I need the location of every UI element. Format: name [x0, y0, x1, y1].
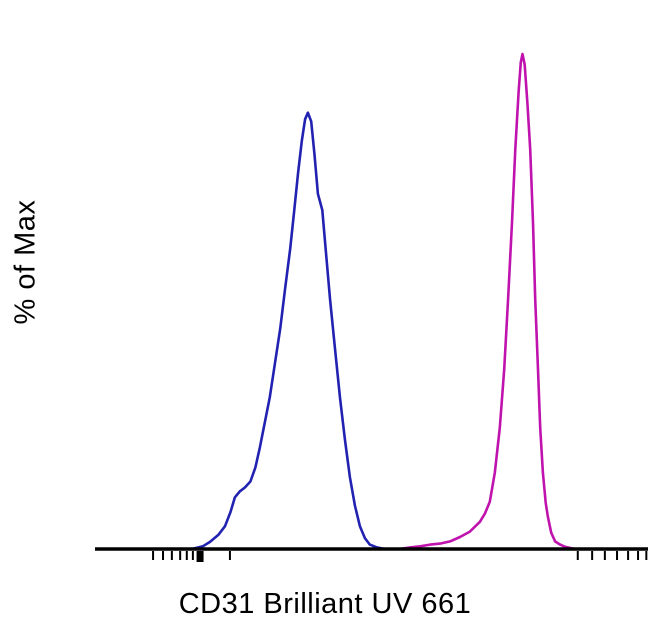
x-axis-label: CD31 Brilliant UV 661: [178, 588, 472, 620]
y-axis-label: % of Max: [9, 199, 42, 325]
series-curve-blue-peak: [190, 111, 387, 551]
series-curve-magenta-peak: [397, 52, 577, 551]
plot-area: [95, 52, 648, 562]
